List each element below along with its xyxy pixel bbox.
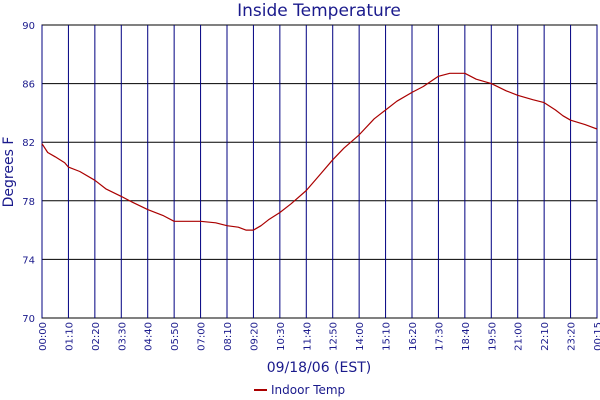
x-tick-label: 23:20 [567,322,578,351]
x-tick-label: 04:40 [144,322,155,351]
series-line-indoor-temp [41,72,598,231]
x-tick-label: 15:10 [382,322,393,351]
x-tick-label: 21:00 [514,322,525,351]
y-axis-label: Degrees F [1,137,17,208]
y-tick-label: 70 [22,314,35,325]
y-tick-label: 82 [22,138,35,149]
x-tick-label: 12:50 [329,322,340,351]
x-tick-label: 17:30 [434,322,445,351]
legend-label: Indoor Temp [271,383,345,397]
y-tick-label: 86 [22,80,35,91]
x-tick-label: 10:30 [276,322,287,351]
x-tick-label: 02:20 [91,322,102,351]
plot-frame [41,24,598,319]
x-tick-label: 11:40 [302,322,313,351]
x-tick-label: 05:50 [170,322,181,351]
x-tick-label: 14:00 [355,322,366,351]
x-tick-label: 00:15 [593,322,600,351]
legend: Indoor Temp [254,383,345,397]
x-axis-label: 09/18/06 (EST) [267,360,372,376]
x-tick-label: 07:00 [197,322,208,351]
x-tick-label: 22:10 [540,322,551,351]
chart-title: Inside Temperature [237,1,401,21]
y-tick-label: 74 [22,255,35,266]
x-tick-label: 09:20 [249,322,260,351]
x-tick-label: 01:10 [64,322,75,351]
plot-area: 70 74 78 82 86 90 00:00 01:10 02:20 03:30 04:40 05:… [22,21,600,351]
y-tick-label: 90 [22,21,35,32]
x-tick-label: 00:00 [38,322,49,351]
x-tick-label: 08:10 [223,322,234,351]
x-tick-label: 16:20 [408,322,419,351]
x-tick-label: 18:40 [461,322,472,351]
y-tick-label: 78 [22,197,35,208]
x-tick-label: 03:30 [117,322,128,351]
x-tick-label: 19:50 [487,322,498,351]
